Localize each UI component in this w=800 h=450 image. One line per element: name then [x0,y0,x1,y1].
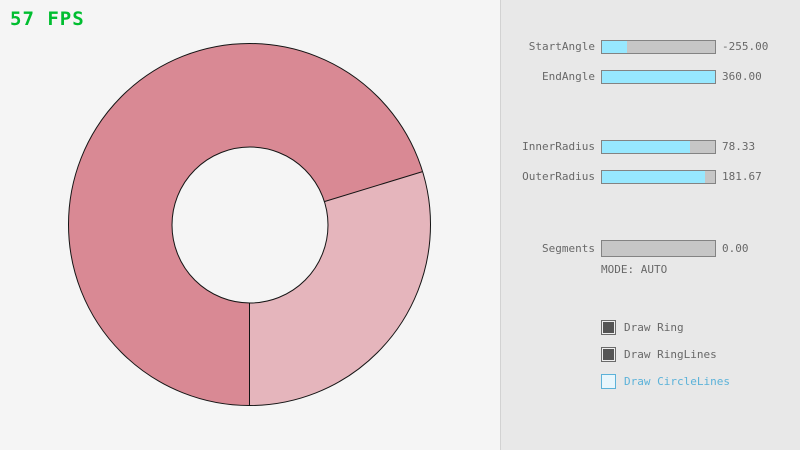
ring-donut [68,43,431,406]
slider-row-segments: Segments 0.00 [501,240,800,257]
startangle-slider[interactable] [601,40,716,54]
endangle-slider[interactable] [601,70,716,84]
draw-circlelines-checkbox[interactable] [601,374,616,389]
draw-ringlines-checkbox[interactable] [601,347,616,362]
slider-row-startangle: StartAngle -255.00 [501,40,800,54]
outerradius-value: 181.67 [722,170,762,183]
innerradius-label: InnerRadius [522,140,595,153]
segments-value: 0.00 [722,242,749,255]
slider-fill [602,171,705,183]
ring-inner-hole [171,146,328,303]
draw-circlelines-label: Draw CircleLines [624,375,730,388]
slider-row-innerradius: InnerRadius 78.33 [501,140,800,154]
checkbox-row-draw-circlelines: Draw CircleLines [601,374,800,389]
mode-auto-text: MODE: AUTO [601,263,668,276]
endangle-value: 360.00 [722,70,762,83]
segments-label: Segments [542,242,595,255]
slider-row-endangle: EndAngle 360.00 [501,70,800,84]
checkbox-row-draw-ring: Draw Ring [601,320,800,335]
fps-counter: 57 FPS [10,8,85,30]
outerradius-label: OuterRadius [522,170,595,183]
ring-edge-line-start [322,171,423,203]
slider-row-outerradius: OuterRadius 181.67 [501,170,800,184]
slider-fill [602,41,627,53]
draw-ringlines-label: Draw RingLines [624,348,717,361]
draw-ring-label: Draw Ring [624,321,684,334]
innerradius-value: 78.33 [722,140,756,153]
ring-edge-line-end [249,301,250,405]
slider-fill [602,141,691,153]
checkbox-row-draw-ringlines: Draw RingLines [601,347,800,362]
startangle-label: StartAngle [528,40,595,53]
canvas-area: 57 FPS [10,8,431,406]
draw-ring-checkbox[interactable] [601,320,616,335]
control-panel: StartAngle -255.00 EndAngle 360.00 Inner… [500,0,800,450]
segments-slider[interactable] [601,240,716,257]
outerradius-slider[interactable] [601,170,716,184]
startangle-value: -255.00 [722,40,769,53]
endangle-label: EndAngle [542,70,595,83]
innerradius-slider[interactable] [601,140,716,154]
slider-fill [602,71,715,83]
